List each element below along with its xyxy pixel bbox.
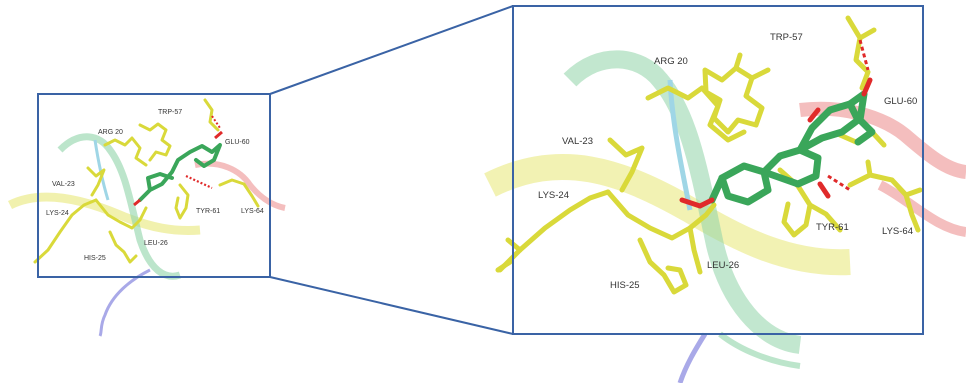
overview-structure: TRP-57 ARG 20 GLU-60 VAL-23 LYS-24 TYR-6… <box>7 93 286 337</box>
overview-ligand <box>138 143 222 202</box>
zoomed-hbond-glu <box>858 39 870 71</box>
overview-residue-his25 <box>108 230 138 264</box>
zoomed-ligand-ring-d <box>846 90 876 146</box>
overview-residue-lys64 <box>218 178 260 208</box>
overview-label-trp57: TRP-57 <box>158 109 182 116</box>
overview-label-his25: HIS-25 <box>84 255 106 262</box>
overview-label-lys64: LYS-64 <box>241 208 264 215</box>
zoomed-label-his25: HIS-25 <box>610 280 640 291</box>
zoomed-label-arg20: ARG 20 <box>654 56 688 67</box>
zoomed-ribbon-green <box>563 50 802 354</box>
zoomed-view-frame <box>512 5 924 335</box>
zoomed-label-tyr61: TYR-61 <box>816 222 849 233</box>
zoomed-label-leu26: LEU-26 <box>707 260 739 271</box>
zoomed-label-lys64: LYS-64 <box>882 226 913 237</box>
overview-hbond-glu <box>211 115 221 129</box>
overview-label-lys24: LYS-24 <box>46 210 69 217</box>
zoomed-ligand-ring-a <box>718 162 772 206</box>
zoomed-residue-val23 <box>607 137 645 193</box>
overview-ribbon-green <box>57 133 182 280</box>
zoom-connector-top <box>269 5 514 95</box>
overview-residue-trp57 <box>138 122 172 162</box>
zoom-connector-bottom <box>269 276 514 335</box>
zoomed-residue-lys64 <box>847 172 921 233</box>
zoomed-ligand-ring-b <box>760 146 822 188</box>
zoomed-label-glu60: GLU-60 <box>884 96 917 107</box>
zoomed-residue-lys64-branch <box>865 159 923 198</box>
overview-residue-leu26 <box>94 198 148 230</box>
zoomed-ribbon-green-bottom <box>718 331 801 369</box>
zoomed-ligand-ring-c <box>796 100 862 154</box>
zoomed-structure: TRP-57 ARG 20 GLU-60 VAL-23 LYS-24 TYR-6… <box>484 5 966 383</box>
zoomed-residue-glu60-branch <box>857 27 877 41</box>
zoomed-label-lys24: LYS-24 <box>538 190 569 201</box>
overview-ribbon-red <box>194 160 286 211</box>
overview-hbond <box>185 175 213 189</box>
zoomed-ligand-link <box>708 174 726 204</box>
zoomed-hbond <box>827 174 851 192</box>
zoomed-residue-lys24 <box>497 189 611 273</box>
zoomed-residue-leu26 <box>605 189 717 241</box>
overview-residue-val23 <box>86 166 106 197</box>
overview-label-tyr61: TYR-61 <box>196 208 220 215</box>
zoomed-residue-tyr61-branch <box>807 202 843 233</box>
overview-label-leu26: LEU-26 <box>144 240 168 247</box>
zoomed-ligand-oxygen <box>679 77 873 209</box>
overview-ribbon-blue <box>98 268 151 337</box>
overview-residue-glu60 <box>203 98 220 132</box>
zoomed-label-val23: VAL-23 <box>562 136 593 147</box>
overview-residue-lys24 <box>33 198 98 264</box>
overview-zoom-frame <box>37 93 271 278</box>
zoomed-residue-arg20 <box>645 85 747 143</box>
zoomed-ribbon-blue <box>677 332 708 383</box>
zoomed-residue-his25 <box>637 237 689 295</box>
overview-ribbon-cyan <box>93 139 110 201</box>
overview-residue-arg20 <box>103 136 148 167</box>
zoomed-ribbon-cyan <box>667 79 693 211</box>
zoomed-residue-glu60 <box>845 15 871 91</box>
zoomed-residue-leu26-branch <box>687 225 703 275</box>
overview-label-val23: VAL-23 <box>52 181 75 188</box>
overview-ligand-oxygen <box>133 130 223 207</box>
overview-residue-tyr61 <box>174 183 190 220</box>
overview-label-arg20: ARG 20 <box>98 129 123 136</box>
zoomed-label-trp57: TRP-57 <box>770 32 803 43</box>
overview-label-glu60: GLU-60 <box>225 139 250 146</box>
zoomed-residue-trp57-branch <box>733 52 771 81</box>
